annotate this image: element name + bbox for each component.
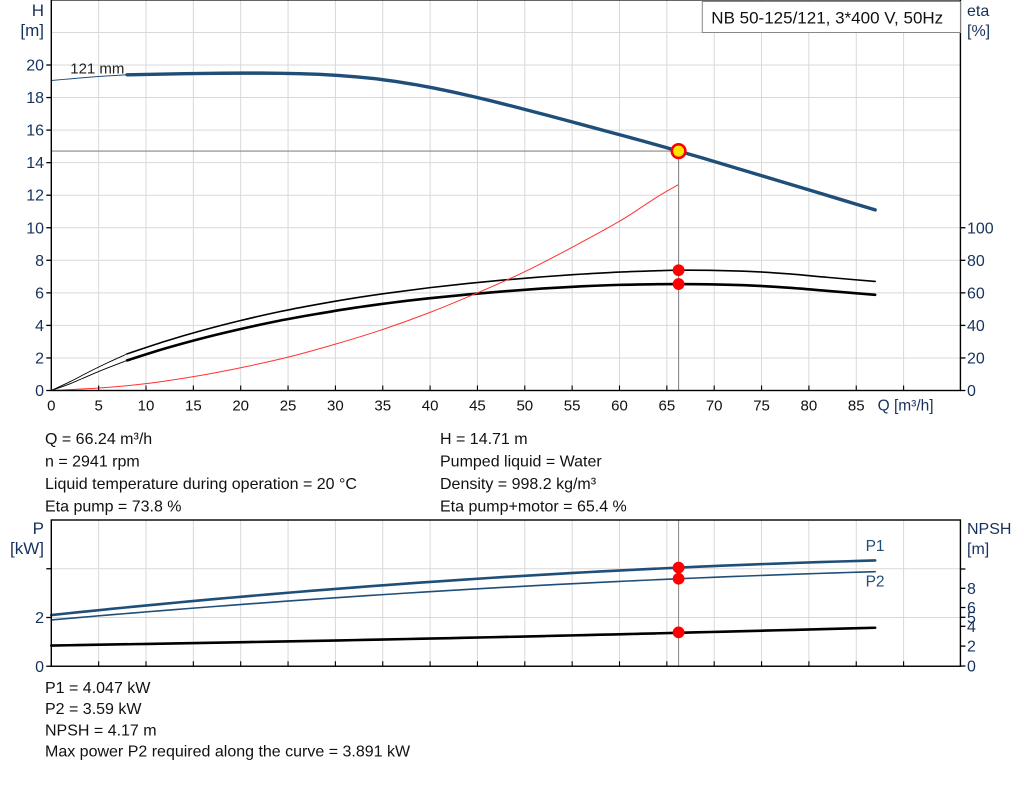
svg-text:[%]: [%] [967, 23, 990, 40]
svg-text:121 mm: 121 mm [70, 60, 124, 77]
svg-text:[m]: [m] [20, 21, 44, 40]
svg-text:6: 6 [35, 285, 44, 302]
svg-text:[m]: [m] [967, 541, 989, 558]
svg-text:Pumped liquid = Water: Pumped liquid = Water [440, 454, 602, 471]
svg-text:5: 5 [94, 398, 102, 415]
svg-text:30: 30 [327, 398, 344, 415]
svg-text:8: 8 [35, 253, 44, 270]
svg-text:4: 4 [35, 318, 44, 335]
svg-text:0: 0 [47, 398, 55, 415]
svg-text:65: 65 [659, 398, 676, 415]
svg-text:80: 80 [967, 253, 985, 270]
svg-text:15: 15 [185, 398, 202, 415]
svg-text:Q [m³/h]: Q [m³/h] [878, 398, 934, 415]
svg-text:10: 10 [26, 220, 44, 237]
svg-text:85: 85 [848, 398, 865, 415]
svg-text:20: 20 [232, 398, 249, 415]
svg-text:Eta pump+motor = 65.4 %: Eta pump+motor = 65.4 % [440, 499, 627, 516]
svg-text:P: P [33, 519, 44, 538]
svg-text:100: 100 [967, 220, 994, 237]
svg-text:Eta pump = 73.8 %: Eta pump = 73.8 % [45, 499, 182, 516]
svg-text:16: 16 [26, 123, 44, 140]
svg-text:70: 70 [706, 398, 723, 415]
svg-text:20: 20 [967, 350, 985, 367]
svg-text:18: 18 [26, 90, 44, 107]
svg-text:40: 40 [967, 318, 985, 335]
svg-text:10: 10 [138, 398, 155, 415]
svg-text:14: 14 [26, 155, 44, 172]
svg-text:P1 = 4.047 kW: P1 = 4.047 kW [45, 680, 151, 697]
svg-text:60: 60 [611, 398, 628, 415]
svg-text:NPSH = 4.17 m: NPSH = 4.17 m [45, 722, 157, 739]
svg-text:80: 80 [801, 398, 818, 415]
svg-text:0: 0 [35, 659, 44, 676]
svg-text:Max power P2 required along th: Max power P2 required along the curve = … [45, 743, 411, 760]
svg-text:40: 40 [422, 398, 439, 415]
svg-text:12: 12 [26, 188, 44, 205]
svg-text:0: 0 [967, 659, 976, 676]
svg-text:2: 2 [35, 610, 44, 627]
svg-text:n = 2941 rpm: n = 2941 rpm [45, 454, 140, 471]
svg-text:Liquid temperature during oper: Liquid temperature during operation = 20… [45, 476, 357, 493]
svg-text:eta: eta [967, 3, 989, 20]
svg-text:0: 0 [35, 383, 44, 400]
svg-text:2: 2 [35, 350, 44, 367]
svg-text:0: 0 [967, 383, 976, 400]
svg-text:P1: P1 [866, 538, 885, 555]
svg-text:Density = 998.2 kg/m³: Density = 998.2 kg/m³ [440, 476, 597, 493]
svg-text:[kW]: [kW] [10, 539, 44, 558]
svg-text:75: 75 [753, 398, 770, 415]
svg-text:4: 4 [967, 619, 976, 636]
svg-text:P2: P2 [866, 574, 885, 591]
svg-text:H: H [32, 1, 44, 20]
svg-text:Q = 66.24 m³/h: Q = 66.24 m³/h [45, 431, 152, 448]
svg-text:NB 50-125/121, 3*400 V, 50Hz: NB 50-125/121, 3*400 V, 50Hz [711, 9, 943, 28]
svg-text:25: 25 [280, 398, 297, 415]
svg-text:P2 = 3.59 kW: P2 = 3.59 kW [45, 701, 142, 718]
svg-text:45: 45 [469, 398, 486, 415]
svg-text:35: 35 [374, 398, 391, 415]
svg-text:50: 50 [516, 398, 533, 415]
svg-text:8: 8 [967, 581, 976, 598]
svg-text:60: 60 [967, 285, 985, 302]
svg-text:NPSH: NPSH [967, 521, 1011, 538]
svg-text:2: 2 [967, 639, 976, 656]
svg-text:20: 20 [26, 58, 44, 75]
svg-text:55: 55 [564, 398, 581, 415]
svg-text:H = 14.71 m: H = 14.71 m [440, 431, 528, 448]
